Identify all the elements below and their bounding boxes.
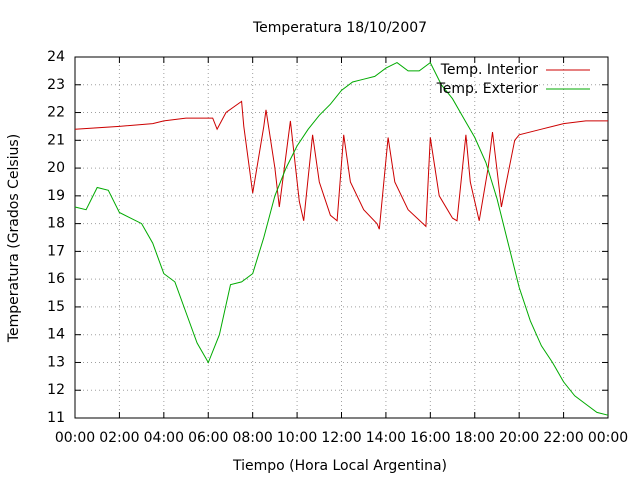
plot-border: [74, 56, 609, 419]
y-tick-label: 14: [47, 327, 65, 343]
legend-label: Temp. Interior: [440, 62, 539, 78]
x-tick-label: 20:00: [499, 430, 539, 446]
x-tick-label: 10:00: [277, 430, 317, 446]
y-tick-label: 24: [47, 49, 65, 65]
series-line: [74, 100, 608, 230]
y-tick-label: 15: [47, 299, 65, 315]
x-tick-label: 12:00: [321, 430, 361, 446]
y-tick-label: 11: [47, 410, 65, 426]
chart-title: Temperatura 18/10/2007: [252, 20, 427, 36]
legend-label: Temp. Exterior: [436, 81, 539, 97]
x-tick-label: 22:00: [543, 430, 583, 446]
x-tick-label: 08:00: [232, 430, 272, 446]
y-tick-label: 13: [47, 354, 65, 370]
y-tick-label: 17: [47, 243, 65, 259]
y-tick-label: 12: [47, 382, 65, 398]
series-line: [74, 61, 609, 416]
y-tick-label: 21: [47, 132, 65, 148]
x-tick-label: 18:00: [455, 430, 495, 446]
y-tick-label: 18: [47, 216, 65, 232]
x-tick-label: 00:00: [588, 430, 628, 446]
x-tick-label: 06:00: [188, 430, 228, 446]
y-axis-label: Temperatura (Grados Celsius): [6, 134, 22, 343]
x-tick-label: 14:00: [366, 430, 406, 446]
x-axis-label: Tiempo (Hora Local Argentina): [232, 458, 447, 474]
y-tick-label: 20: [47, 160, 65, 176]
y-tick-label: 16: [47, 271, 65, 287]
x-tick-label: 00:00: [55, 430, 95, 446]
x-tick-label: 04:00: [144, 430, 184, 446]
x-tick-label: 02:00: [99, 430, 139, 446]
y-tick-label: 22: [47, 105, 65, 121]
x-tick-label: 16:00: [410, 430, 450, 446]
y-tick-label: 23: [47, 77, 65, 93]
y-tick-label: 19: [47, 188, 65, 204]
